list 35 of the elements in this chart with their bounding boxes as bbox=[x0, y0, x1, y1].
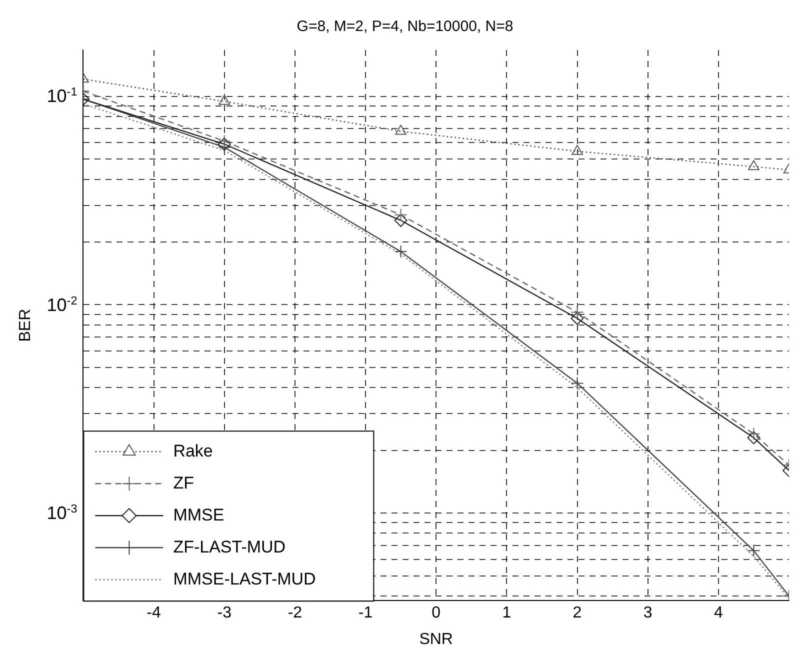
x-tick-label: 3 bbox=[643, 604, 652, 622]
point bbox=[570, 306, 584, 319]
point bbox=[570, 312, 584, 325]
point bbox=[747, 431, 760, 444]
point bbox=[394, 245, 408, 258]
y-axis-title: BER bbox=[17, 308, 34, 342]
chart-title: G=8, M=2, P=4, Nb=10000, N=8 bbox=[296, 18, 514, 36]
point bbox=[395, 124, 407, 135]
legend-label: ZF bbox=[173, 473, 194, 492]
point bbox=[394, 208, 408, 222]
y-tick-label: 10$^{-3}$ bbox=[46, 502, 78, 524]
point bbox=[747, 427, 760, 440]
legend-label: Rake bbox=[173, 441, 213, 460]
y-tick-label: 10$^{-2}$ bbox=[46, 294, 78, 316]
x-axis-title: SNR bbox=[419, 630, 453, 648]
y-tick-label: 10$^{-1}$ bbox=[46, 85, 78, 108]
point bbox=[394, 214, 408, 227]
legend-label: ZF-LAST-MUD bbox=[173, 537, 286, 556]
point bbox=[748, 160, 760, 170]
x-tick-label: -1 bbox=[358, 604, 373, 622]
point bbox=[747, 544, 760, 558]
x-tick-label: -4 bbox=[146, 604, 161, 622]
point bbox=[218, 94, 230, 105]
x-tick-label: -2 bbox=[288, 604, 302, 622]
point bbox=[218, 138, 231, 151]
point bbox=[218, 134, 231, 148]
x-tick-label: 4 bbox=[714, 604, 723, 622]
legend-label: MMSE-LAST-MUD bbox=[173, 569, 316, 588]
point bbox=[572, 144, 583, 155]
x-tick-label: 0 bbox=[432, 604, 441, 622]
point bbox=[570, 376, 584, 390]
legend-label: MMSE bbox=[173, 505, 224, 524]
x-tick-label: 1 bbox=[502, 604, 512, 622]
x-tick-label: 2 bbox=[572, 604, 582, 622]
x-tick-label: -3 bbox=[217, 604, 232, 622]
